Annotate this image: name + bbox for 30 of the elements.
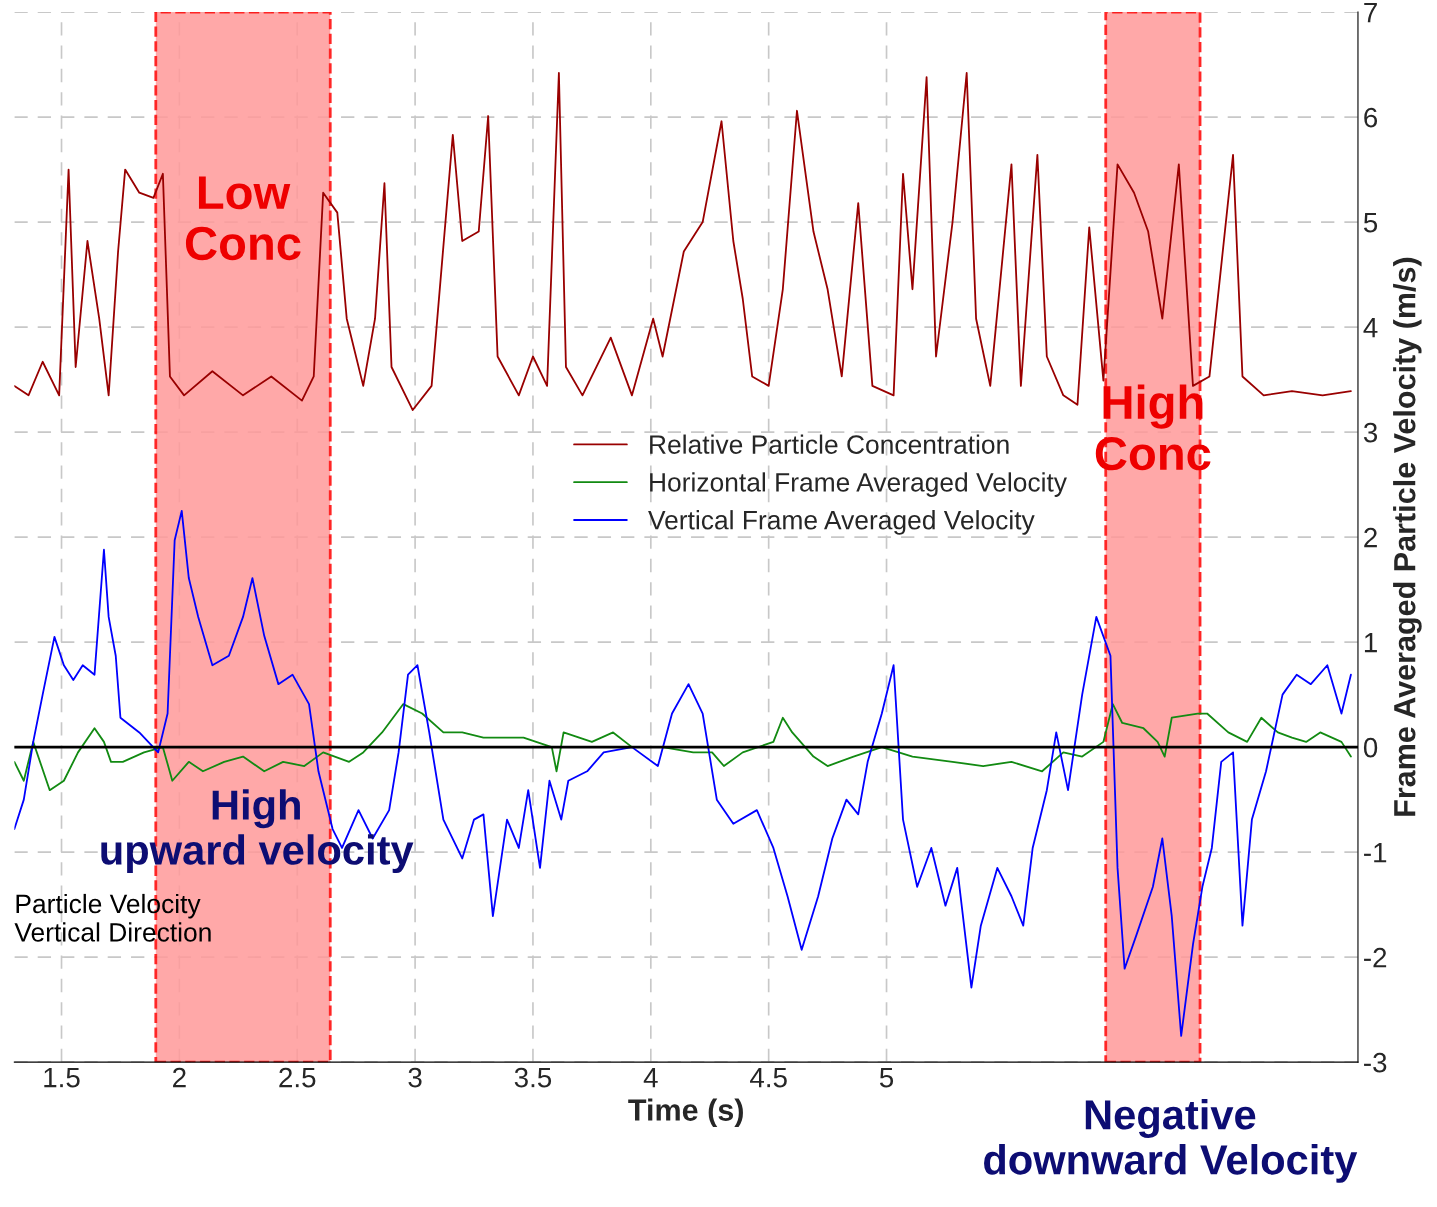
y-tick-label: -1 [1364, 843, 1387, 863]
x-tick-label: 3.5 [514, 1067, 552, 1088]
x-axis-title: Time (s) [628, 1098, 743, 1127]
band-label: Low Conc [185, 176, 301, 261]
y-tick-label: 3 [1363, 422, 1378, 443]
legend-label: Vertical Frame Averaged Velocity [648, 510, 1035, 535]
y-tick-label: 0 [1363, 737, 1378, 758]
x-tick-label: 5 [879, 1068, 894, 1088]
text: Negative downward Velocity [984, 1098, 1358, 1183]
y-tick-label: 5 [1363, 213, 1378, 233]
annotation: Particle Velocity Vertical Direction [14, 893, 211, 942]
x-tick-label: 4.5 [750, 1068, 787, 1088]
y-axis-title: Frame Averaged Particle Velocity (m/s) [1393, 257, 1422, 816]
y-tick-label: 2 [1364, 527, 1377, 548]
annotation: High upward velocity [101, 789, 414, 874]
y-tick-label: -3 [1364, 1052, 1387, 1073]
line-series [14, 509, 1352, 1037]
y-tick-label: -2 [1364, 947, 1387, 968]
legend-label: Horizontal Frame Averaged Velocity [650, 472, 1067, 497]
band-label: High Conc [1095, 384, 1211, 471]
x-tick-label: 3 [408, 1067, 422, 1088]
y-tick-label: 4 [1363, 318, 1378, 338]
x-tick-label: 4 [643, 1068, 658, 1088]
legend-label: Relative Particle Concentration [650, 434, 1009, 454]
x-tick-label: 2 [173, 1067, 186, 1088]
x-tick-label: 1.5 [44, 1068, 80, 1088]
x-tick-label: 2.5 [279, 1067, 316, 1088]
y-tick-label: 1 [1364, 633, 1377, 653]
y-tick-label: 7 [1364, 3, 1377, 23]
y-tick-label: 6 [1364, 107, 1378, 128]
